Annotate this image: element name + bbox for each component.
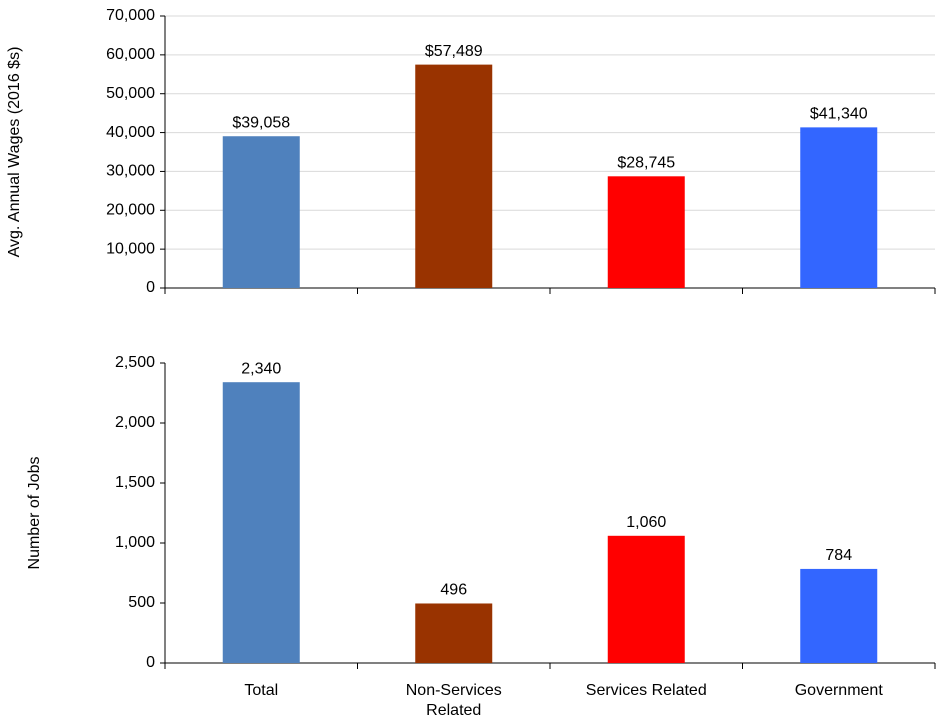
value-label: $28,745 xyxy=(617,155,675,172)
y-tick-label: 500 xyxy=(128,594,155,611)
y-tick-label: 2,500 xyxy=(115,354,155,371)
bar xyxy=(222,382,300,663)
x-tick-label: Government xyxy=(794,682,883,699)
x-tick-label: Non-Services Related xyxy=(405,682,502,719)
y-tick-label: 1,500 xyxy=(115,474,155,491)
y-tick-label: 70,000 xyxy=(106,7,155,24)
bar xyxy=(222,136,300,288)
value-label: 1,060 xyxy=(626,514,666,531)
bar xyxy=(607,176,685,288)
y-tick-label: 50,000 xyxy=(106,85,155,102)
y-axis-label: Avg. Annual Wages (2016 $s) xyxy=(6,47,23,258)
value-label: $39,058 xyxy=(232,114,290,131)
y-tick-label: 10,000 xyxy=(106,240,155,257)
value-label: $41,340 xyxy=(810,106,868,123)
bar xyxy=(415,603,493,663)
y-tick-label: 20,000 xyxy=(106,202,155,219)
y-tick-label: 40,000 xyxy=(106,124,155,141)
y-tick-label: 0 xyxy=(146,279,155,296)
x-tick-label: Total xyxy=(244,682,279,699)
y-tick-label: 0 xyxy=(146,654,155,671)
y-tick-label: 60,000 xyxy=(106,46,155,63)
value-label: 2,340 xyxy=(241,360,281,377)
bar xyxy=(607,535,685,663)
value-label: 784 xyxy=(825,547,852,564)
value-label: 496 xyxy=(440,582,467,599)
bar xyxy=(415,64,493,289)
bar xyxy=(800,568,878,663)
y-tick-label: 1,000 xyxy=(115,534,155,551)
value-label: $57,489 xyxy=(425,43,483,60)
x-tick-label: Services Related xyxy=(585,682,707,699)
y-tick-label: 30,000 xyxy=(106,163,155,180)
y-tick-label: 2,000 xyxy=(115,414,155,431)
y-axis-label: Number of Jobs xyxy=(26,457,43,570)
bar xyxy=(800,127,878,289)
